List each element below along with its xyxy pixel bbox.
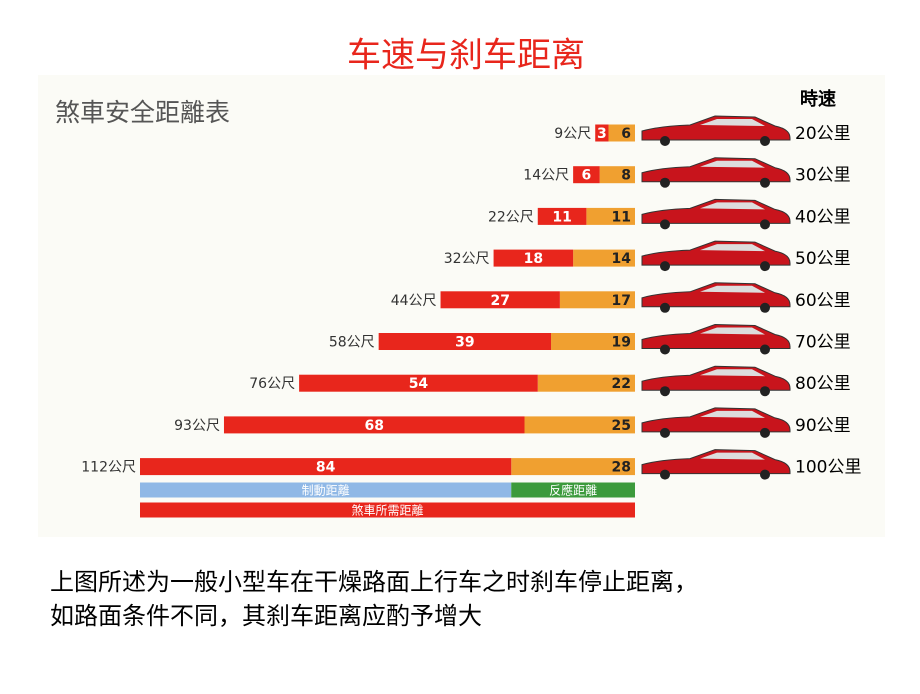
bar-segment xyxy=(595,124,609,142)
value-label: 19 xyxy=(612,335,631,351)
value-label: 6 xyxy=(621,126,631,142)
bar-segment xyxy=(223,416,525,434)
bar-segment xyxy=(140,458,512,476)
category-label: 40公里 xyxy=(795,207,851,227)
total-label: 44公尺 xyxy=(391,293,437,309)
category-label: 80公里 xyxy=(795,374,851,394)
value-label: 39 xyxy=(455,335,474,351)
bar-segment xyxy=(608,124,635,142)
total-label: 76公尺 xyxy=(249,376,295,392)
legend-swatch xyxy=(140,482,512,498)
car-icon xyxy=(641,282,791,313)
value-label: 84 xyxy=(316,460,336,476)
category-label: 30公里 xyxy=(795,166,851,186)
value-label: 18 xyxy=(524,251,543,267)
category-label: 90公里 xyxy=(795,416,851,436)
car-icon xyxy=(641,115,791,146)
value-label: 27 xyxy=(490,293,509,309)
car-icon xyxy=(641,157,791,188)
bar-segment xyxy=(299,374,538,392)
bar-segment xyxy=(524,416,635,434)
bar-segment xyxy=(537,207,587,225)
bar-segment xyxy=(537,374,635,392)
legend-label: 反應距離 xyxy=(549,483,597,498)
value-label: 54 xyxy=(409,376,429,392)
car-icon xyxy=(641,323,791,355)
total-label: 9公尺 xyxy=(554,126,591,142)
total-label: 32公尺 xyxy=(444,251,490,267)
category-label: 60公里 xyxy=(795,291,851,311)
category-header: 時速 xyxy=(800,88,836,110)
total-label: 112公尺 xyxy=(81,460,136,476)
value-label: 28 xyxy=(612,460,631,476)
bar-segment xyxy=(559,291,635,309)
legend-swatch xyxy=(511,482,635,498)
legend-label: 制動距離 xyxy=(302,484,350,498)
category-label: 70公里 xyxy=(795,333,851,353)
value-label: 22 xyxy=(612,376,631,392)
total-label: 22公尺 xyxy=(488,209,534,225)
value-label: 3 xyxy=(597,126,607,142)
chart-subtitle: 煞車安全距離表 xyxy=(55,98,230,127)
bar-segment xyxy=(573,249,635,267)
value-label: 25 xyxy=(612,418,631,434)
value-label: 11 xyxy=(552,209,571,225)
bar-segment xyxy=(586,207,635,225)
car-icon xyxy=(641,240,791,272)
category-label: 20公里 xyxy=(795,124,851,144)
value-label: 17 xyxy=(612,293,631,309)
bar-segment xyxy=(551,333,635,350)
legend-label: 煞車所需距離 xyxy=(351,504,423,518)
bar-segment xyxy=(493,249,574,267)
value-label: 14 xyxy=(612,251,632,267)
category-label: 50公里 xyxy=(795,249,851,269)
value-label: 8 xyxy=(621,168,631,184)
legend-swatch xyxy=(140,502,635,518)
car-icon xyxy=(641,198,791,230)
category-label: 100公里 xyxy=(795,458,861,478)
value-label: 68 xyxy=(364,418,383,434)
total-label: 93公尺 xyxy=(174,418,220,434)
car-icon xyxy=(641,449,791,480)
bar-segment xyxy=(511,458,635,476)
total-label: 14公尺 xyxy=(523,168,569,184)
bar-segment xyxy=(573,166,600,184)
bar-segment xyxy=(599,166,635,184)
value-label: 6 xyxy=(582,168,592,184)
bar-segment xyxy=(378,333,552,350)
chart-title: 车速与刹车距离 xyxy=(347,36,585,76)
car-icon xyxy=(641,407,791,438)
note: 如路面条件不同，其刹车距离应酌予增大 xyxy=(50,602,482,630)
total-label: 58公尺 xyxy=(329,335,375,351)
car-icon xyxy=(641,365,791,397)
value-label: 11 xyxy=(612,209,631,225)
bar-segment xyxy=(440,291,560,309)
note: 上图所述为一般小型车在干燥路面上行车之时刹车停止距离， xyxy=(50,568,698,596)
